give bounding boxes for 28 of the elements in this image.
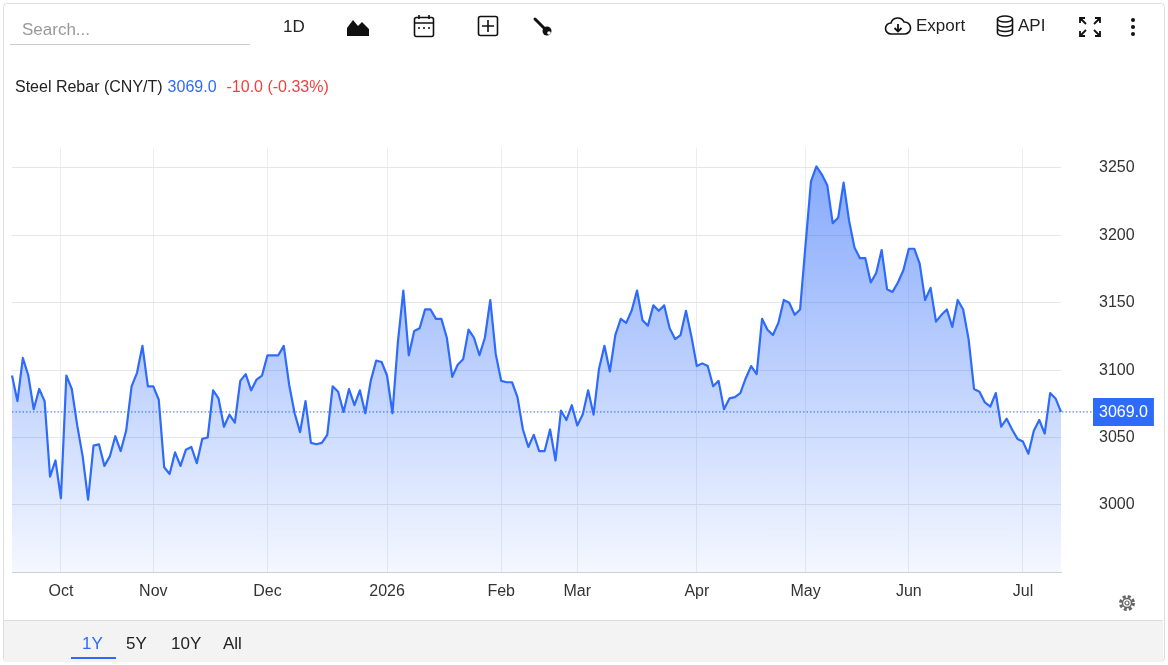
- text: All: [223, 634, 242, 654]
- x-tick-label: Oct: [48, 582, 74, 600]
- x-tick-label: Jun: [895, 582, 922, 600]
- y-tick-label: 3050: [1099, 427, 1135, 445]
- x-tick-label: 2026: [369, 582, 405, 600]
- ref-line-label: 3069.0: [1099, 403, 1149, 421]
- y-tick-label: 3250: [1099, 158, 1135, 176]
- x-tick-label: Feb: [487, 582, 516, 600]
- text: API: [1018, 16, 1046, 36]
- text: -10.0 (-0.33%): [226, 78, 329, 95]
- text: 1Y: [82, 634, 103, 654]
- x-tick-label: Dec: [253, 582, 282, 600]
- text: 1D: [283, 17, 305, 37]
- chart-title: Steel Rebar (CNY/T): [15, 78, 163, 95]
- y-tick-label: 3200: [1099, 225, 1135, 243]
- x-tick-label: Apr: [684, 582, 710, 600]
- x-tick-label: Mar: [563, 582, 592, 600]
- x-tick-label: Nov: [139, 582, 168, 600]
- x-tick-label: Jul: [1012, 582, 1034, 600]
- text: 10Y: [171, 634, 202, 654]
- text: 5Y: [126, 634, 147, 654]
- text: Search...: [22, 20, 91, 40]
- text: 3069.0: [167, 78, 217, 95]
- y-tick-label: 3000: [1099, 495, 1135, 513]
- x-tick-label: May: [790, 582, 821, 600]
- y-tick-label: 3150: [1099, 293, 1135, 311]
- text: Export: [916, 16, 966, 36]
- y-tick-label: 3100: [1099, 360, 1135, 378]
